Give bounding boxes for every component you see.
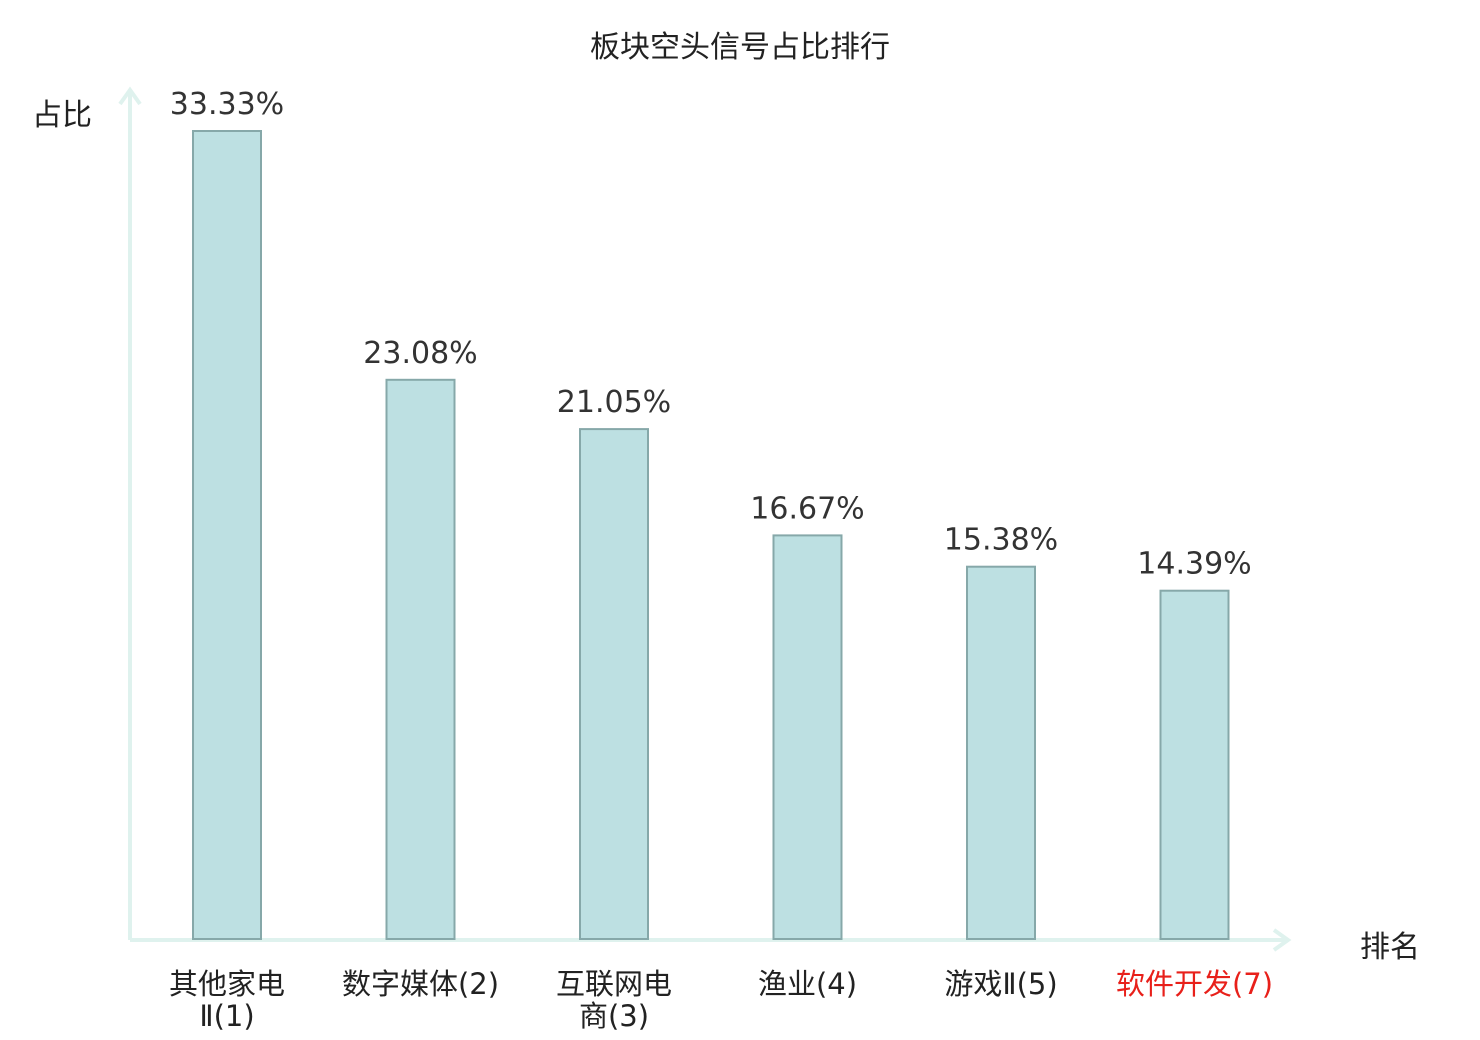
x-tick-label: 其他家电 <box>169 967 285 1001</box>
bar <box>579 428 649 940</box>
x-axis-arrow <box>1272 928 1292 952</box>
bar <box>966 565 1036 940</box>
x-tick-label: 数字媒体(2) <box>342 967 499 1001</box>
bar <box>772 534 843 941</box>
bar <box>192 130 262 940</box>
y-axis-label: 占比 <box>32 98 92 133</box>
x-axis-label: 排名 <box>1360 930 1420 965</box>
y-axis-arrow <box>118 86 142 106</box>
bar <box>385 378 456 940</box>
bar-value-label: 23.08% <box>363 336 477 371</box>
x-tick-label: 软件开发(7) <box>1116 967 1273 1001</box>
bar-value-label: 21.05% <box>557 385 671 420</box>
x-tick-label: 渔业(4) <box>758 967 857 1001</box>
bar-value-label: 15.38% <box>944 523 1058 558</box>
bar-value-label: 14.39% <box>1137 547 1251 582</box>
bar-value-label: 33.33% <box>170 87 284 122</box>
x-tick-label: 互联网电 <box>556 967 672 1001</box>
chart-title: 板块空头信号占比排行 <box>590 30 890 65</box>
x-tick-label: 游戏Ⅱ(5) <box>944 967 1057 1001</box>
bar <box>1159 589 1230 940</box>
x-tick-label: 商(3) <box>579 999 649 1033</box>
bar-value-label: 16.67% <box>750 491 864 526</box>
x-tick-label: Ⅱ(1) <box>199 999 254 1033</box>
